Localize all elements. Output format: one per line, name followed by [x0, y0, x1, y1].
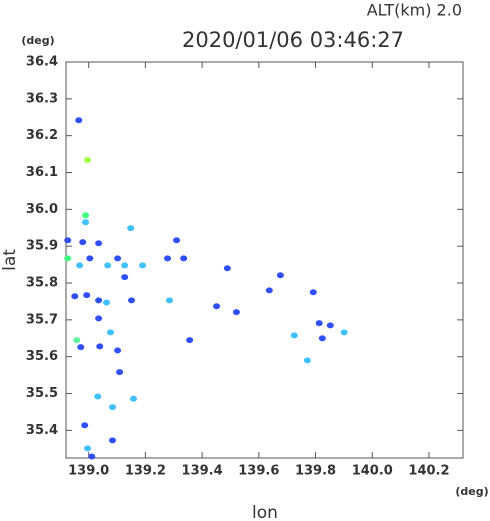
- echo-point: [79, 239, 87, 246]
- echo-point: [82, 212, 90, 219]
- y-tick-label: 36.0: [26, 202, 58, 217]
- y-tick-label: 36.3: [26, 91, 58, 106]
- x-axis-label: lon: [252, 503, 278, 521]
- echo-point: [71, 293, 79, 300]
- y-tick-label: 36.1: [26, 165, 58, 180]
- echo-point: [180, 255, 188, 262]
- x-tick-label: 139.8: [295, 464, 336, 479]
- echo-point: [109, 404, 117, 411]
- echo-point: [276, 272, 284, 279]
- echo-point: [121, 274, 129, 281]
- y-tick-label: 35.9: [26, 239, 58, 254]
- echo-point: [290, 332, 298, 339]
- y-tick-label: 35.6: [26, 349, 58, 364]
- echo-point: [340, 329, 348, 336]
- y-tick-label: 36.4: [26, 55, 58, 70]
- echo-point: [223, 265, 231, 272]
- echo-point: [64, 255, 72, 262]
- echo-point: [166, 297, 174, 304]
- echo-point: [114, 347, 122, 354]
- subtitle: ALT(km) 2.0: [367, 1, 462, 20]
- x-tick-label: 140.0: [352, 464, 393, 479]
- echo-point: [103, 299, 111, 306]
- echo-point: [82, 219, 90, 226]
- plot-frame: [65, 61, 464, 459]
- x-unit: (deg): [455, 485, 488, 498]
- echo-point: [77, 344, 85, 351]
- echo-point: [129, 395, 137, 402]
- echo-point: [303, 357, 311, 364]
- echo-point: [76, 262, 84, 269]
- echo-point: [64, 237, 72, 244]
- echo-point: [81, 422, 89, 429]
- echo-point: [232, 309, 240, 316]
- y-tick-label: 35.7: [26, 312, 58, 327]
- echo-point: [315, 320, 323, 327]
- echo-point: [94, 393, 102, 400]
- x-tick-label: 139.6: [238, 464, 279, 479]
- echo-point: [326, 322, 334, 329]
- echo-point: [109, 437, 117, 444]
- y-tick-label: 35.5: [26, 386, 58, 401]
- x-tick-label: 139.2: [125, 464, 166, 479]
- echo-point: [107, 329, 115, 336]
- echo-point: [95, 315, 103, 322]
- echo-point: [95, 240, 103, 247]
- echo-point: [265, 287, 273, 294]
- y-unit: (deg): [21, 34, 54, 47]
- echo-point: [84, 156, 92, 163]
- echo-point: [127, 225, 135, 232]
- x-tick-label: 139.0: [68, 464, 109, 479]
- echo-point: [104, 262, 112, 269]
- echo-point: [116, 369, 124, 376]
- echo-point: [88, 453, 96, 460]
- echo-point: [114, 255, 122, 262]
- echo-point: [96, 343, 104, 350]
- echo-point: [95, 297, 103, 304]
- echo-point: [164, 255, 172, 262]
- echo-point: [318, 335, 326, 342]
- y-axis-label: lat: [0, 249, 20, 271]
- echo-point: [173, 237, 181, 244]
- echo-point: [186, 337, 194, 344]
- echo-point: [128, 297, 136, 304]
- echo-point: [75, 117, 83, 124]
- echo-point: [84, 445, 92, 452]
- echo-point: [86, 255, 94, 262]
- y-tick-label: 36.2: [26, 128, 58, 143]
- x-tick-label: 139.4: [182, 464, 223, 479]
- chart-title: 2020/01/06 03:46:27: [182, 28, 404, 52]
- y-tick-label: 35.4: [26, 423, 58, 438]
- echo-point: [121, 262, 129, 269]
- x-tick-label: 140.2: [408, 464, 449, 479]
- echo-point: [213, 303, 221, 310]
- echo-point: [83, 292, 91, 299]
- echo-point: [139, 262, 147, 269]
- echo-point: [73, 337, 81, 344]
- echo-point: [309, 289, 317, 296]
- y-tick-label: 35.8: [26, 276, 58, 291]
